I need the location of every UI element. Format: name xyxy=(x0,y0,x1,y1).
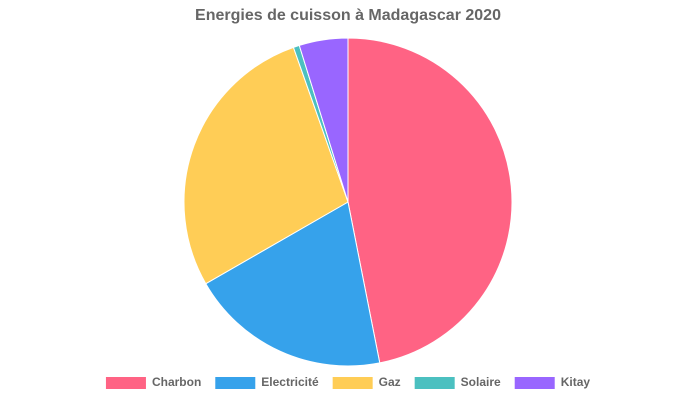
legend: Charbon Electricité Gaz Solaire Kitay xyxy=(105,375,591,389)
pie-slice xyxy=(347,37,513,364)
pie-slice xyxy=(205,201,381,367)
legend-label: Electricité xyxy=(261,375,319,389)
legend-label: Solaire xyxy=(461,375,501,389)
legend-label: Charbon xyxy=(152,375,201,389)
legend-label: Gaz xyxy=(379,375,401,389)
legend-swatch xyxy=(414,377,455,389)
legend-label: Kitay xyxy=(561,375,591,389)
legend-swatch xyxy=(215,377,256,389)
pie-slice xyxy=(298,37,349,203)
legend-swatch xyxy=(105,377,146,389)
legend-swatch xyxy=(514,377,555,389)
legend-swatch xyxy=(332,377,373,389)
pie-slice xyxy=(183,46,349,285)
chart-title: Energies de cuisson à Madagascar 2020 xyxy=(195,7,501,24)
